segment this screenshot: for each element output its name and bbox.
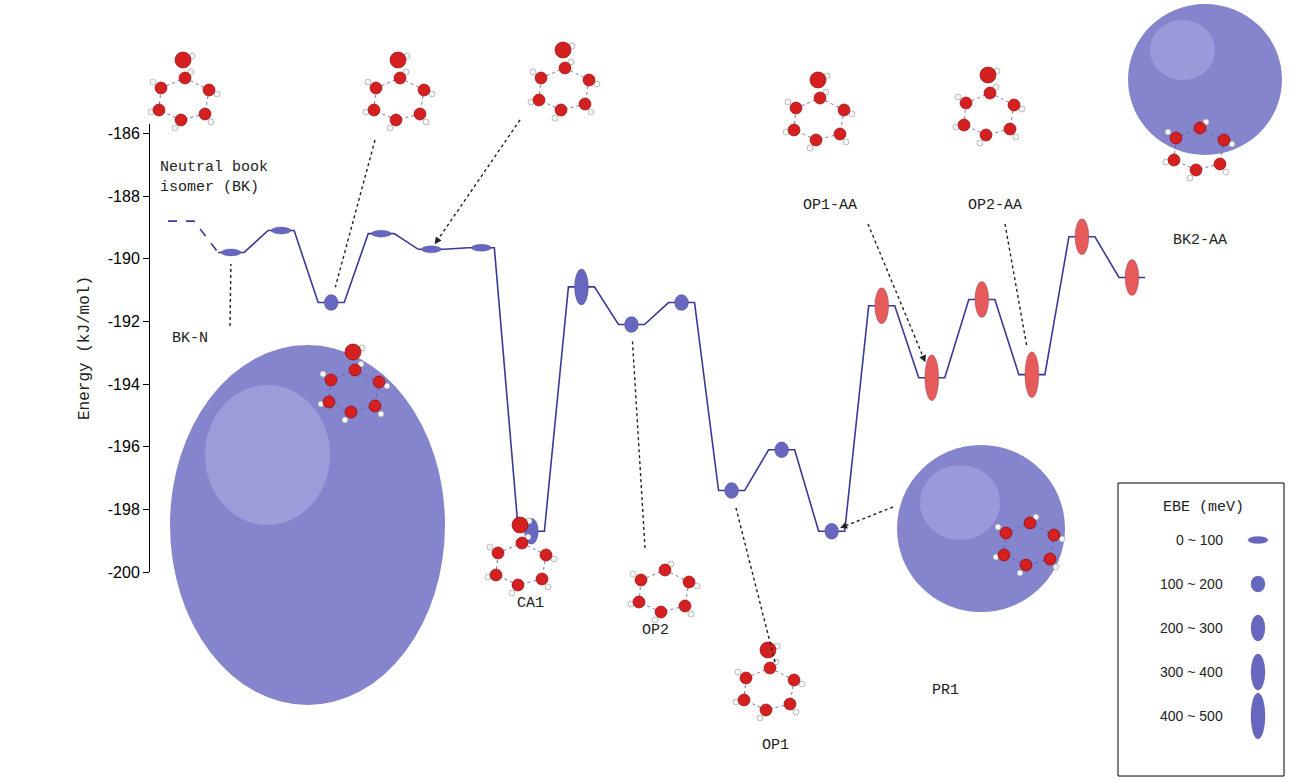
svg-text:BK2-AA: BK2-AA [1173, 232, 1227, 249]
svg-text:OP2-AA: OP2-AA [968, 197, 1022, 214]
svg-text:OP1-AA: OP1-AA [803, 197, 857, 214]
svg-text:-188: -188 [108, 188, 140, 205]
svg-text:-200: -200 [108, 564, 140, 581]
svg-text:-198: -198 [108, 501, 140, 518]
svg-text:-196: -196 [108, 438, 140, 455]
svg-text:100 ~ 200: 100 ~ 200 [1160, 576, 1223, 592]
svg-text:300 ~ 400: 300 ~ 400 [1160, 664, 1223, 680]
svg-text:Neutral bookisomer (BK): Neutral bookisomer (BK) [160, 159, 268, 196]
svg-text:-190: -190 [108, 250, 140, 267]
svg-text:CA1: CA1 [517, 595, 544, 612]
svg-text:-194: -194 [108, 376, 140, 393]
svg-text:0 ~ 100: 0 ~ 100 [1176, 532, 1223, 548]
svg-text:400 ~ 500: 400 ~ 500 [1160, 708, 1223, 724]
svg-text:-186: -186 [108, 125, 140, 142]
svg-text:OP2: OP2 [642, 622, 669, 639]
svg-text:PR1: PR1 [932, 682, 959, 699]
svg-text:200 ~ 300: 200 ~ 300 [1160, 620, 1223, 636]
svg-text:-192: -192 [108, 313, 140, 330]
svg-text:BK-N: BK-N [172, 330, 208, 347]
svg-text:EBE (meV): EBE (meV) [1163, 499, 1244, 516]
svg-text:OP1: OP1 [762, 737, 789, 754]
svg-text:Energy (kJ/mol): Energy (kJ/mol) [76, 276, 94, 420]
